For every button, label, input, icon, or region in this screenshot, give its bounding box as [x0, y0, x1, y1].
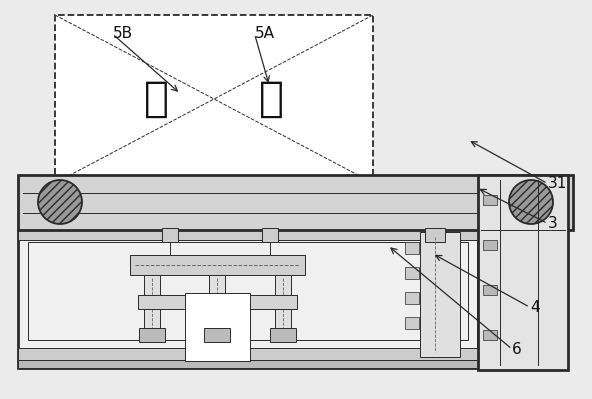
Bar [28, 242, 468, 340]
Text: 31: 31 [548, 176, 567, 191]
Bar [209, 275, 225, 333]
Bar [420, 232, 460, 357]
Bar [405, 292, 419, 304]
Bar [425, 228, 445, 242]
Text: 5B: 5B [112, 26, 133, 41]
Bar [18, 230, 478, 368]
Circle shape [38, 180, 82, 224]
Bar [162, 228, 178, 242]
Text: 烟: 烟 [144, 78, 169, 120]
Bar [478, 175, 568, 370]
Text: 5A: 5A [255, 26, 275, 41]
Bar [18, 348, 478, 360]
Bar [204, 328, 230, 342]
Bar [483, 285, 497, 295]
Bar [55, 15, 373, 183]
Text: 4: 4 [530, 300, 539, 315]
Text: 包: 包 [259, 78, 284, 120]
Bar [270, 328, 296, 342]
Bar [405, 242, 419, 254]
Bar [18, 175, 573, 230]
Bar [138, 295, 297, 309]
Bar [18, 230, 478, 240]
Bar [144, 275, 160, 333]
Bar [483, 330, 497, 340]
Text: 3: 3 [548, 216, 557, 231]
Bar [275, 275, 291, 333]
Circle shape [509, 180, 553, 224]
Text: 6: 6 [512, 342, 522, 357]
Bar [483, 195, 497, 205]
Bar [139, 328, 165, 342]
Bar [18, 360, 478, 368]
Bar [185, 293, 250, 361]
Bar [405, 317, 419, 329]
Bar [483, 240, 497, 250]
Bar [262, 228, 278, 242]
Bar [405, 267, 419, 279]
Bar [130, 255, 305, 275]
